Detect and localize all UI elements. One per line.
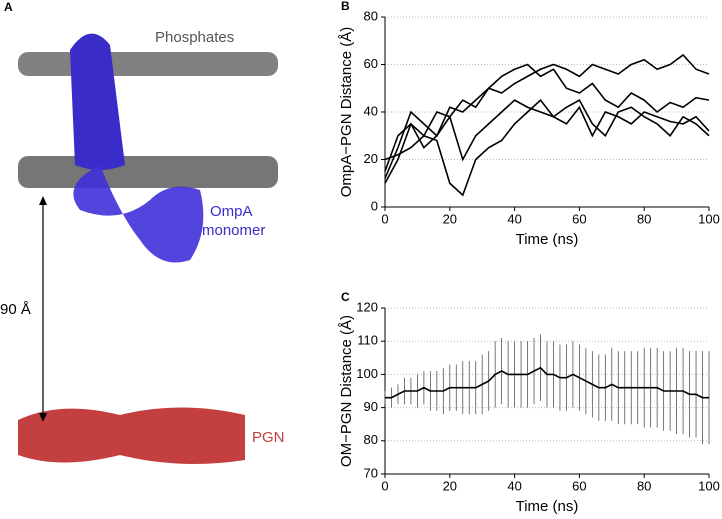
beta-barrel [70, 33, 125, 170]
y-tick-label: 120 [356, 299, 378, 314]
series-line [384, 53, 710, 184]
x-axis-label: Time (ns) [516, 231, 579, 248]
x-tick-label: 40 [507, 478, 521, 493]
y-tick-label: 40 [364, 103, 378, 118]
x-tick-label: 20 [443, 478, 457, 493]
y-tick-label: 20 [364, 151, 378, 166]
y-tick-label: 110 [357, 333, 378, 348]
panel-label: C [341, 290, 350, 304]
phosphate-layer-top [18, 52, 278, 76]
y-tick-label: 90 [364, 399, 378, 414]
x-tick-label: 40 [507, 211, 521, 226]
panel-label: B [341, 0, 350, 13]
membrane-illustration [18, 33, 278, 464]
x-tick-label: 80 [637, 211, 651, 226]
y-tick-label: 100 [356, 366, 378, 381]
pgn-layer [18, 407, 245, 464]
protein-label: OmpA [210, 203, 253, 220]
periplasmic-domain [73, 165, 204, 263]
x-tick-label: 60 [572, 478, 586, 493]
y-tick-label: 0 [371, 198, 378, 213]
y-axis-label: OmpA−PGN Distance (Å) [338, 27, 355, 197]
x-tick-label: 0 [381, 211, 388, 226]
protein-label: monomer [202, 222, 265, 239]
y-tick-label: 70 [364, 465, 378, 480]
series-line [384, 99, 710, 172]
x-tick-label: 0 [381, 478, 388, 493]
y-axis-label: OM−PGN Distance (Å) [338, 315, 355, 467]
distance-label: 90 Å [0, 301, 31, 318]
series-line [384, 63, 710, 179]
panel-label: A [4, 0, 13, 14]
phosphate-layer-bottom [18, 156, 278, 188]
series-line [384, 98, 710, 197]
x-axis-label: Time (ns) [516, 498, 579, 515]
x-tick-label: 20 [443, 211, 457, 226]
y-tick-label: 80 [364, 432, 378, 447]
x-tick-label: 80 [637, 478, 651, 493]
series-line [385, 366, 709, 399]
phosphates-label: Phosphates [155, 29, 234, 46]
x-tick-label: 60 [572, 211, 586, 226]
y-tick-label: 80 [364, 8, 378, 23]
pgn-label: PGN [252, 429, 285, 446]
y-tick-label: 60 [364, 56, 378, 71]
x-tick-label: 100 [698, 478, 720, 493]
x-tick-label: 100 [698, 211, 720, 226]
